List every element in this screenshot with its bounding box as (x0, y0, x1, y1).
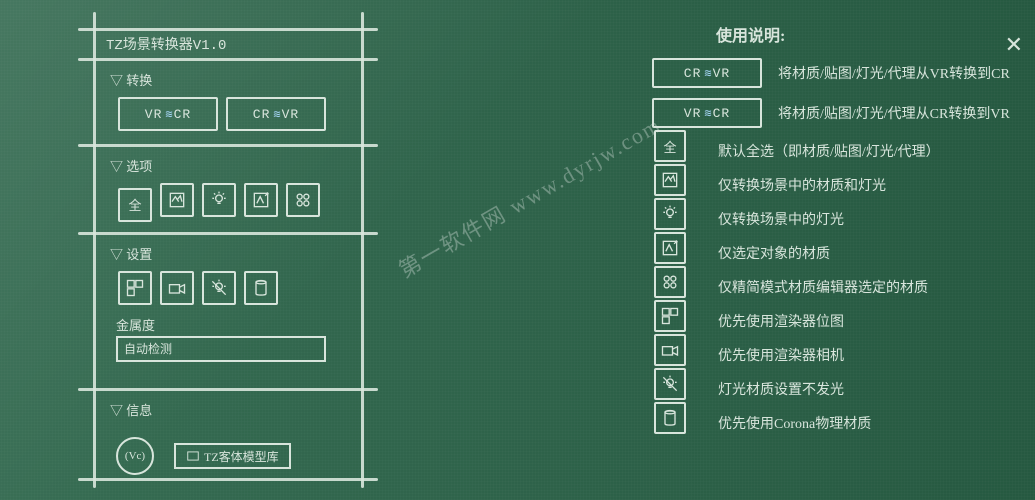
leg-phys (654, 402, 686, 434)
leg-desc-1: 仅转换场景中的材质和灯光 (718, 168, 940, 202)
leg-desc-3: 仅选定对象的材质 (718, 236, 940, 270)
legend-cr2vr-icon: CR≋VR (652, 58, 762, 88)
opt-sel-mat[interactable] (244, 183, 278, 217)
leg-desc-5: 优先使用渲染器位图 (718, 304, 940, 338)
legend-title: 使用说明: (650, 22, 1020, 46)
legend-vr2cr-desc: 将材质/贴图/灯光/代理从CR转换到VR (778, 103, 1010, 123)
leg-desc-6: 优先使用渲染器相机 (718, 338, 940, 372)
leg-mat-light (654, 164, 686, 196)
leg-desc-8: 优先使用Corona物理材质 (718, 406, 940, 440)
leg-desc-0: 默认全选（即材质/贴图/灯光/代理） (718, 134, 940, 168)
leg-all: 全 (654, 130, 686, 162)
legend-icon-column: 全 (654, 130, 686, 436)
set-cam[interactable] (160, 271, 194, 305)
logo-badge: (Vc) (116, 437, 154, 475)
leg-editor-mat (654, 266, 686, 298)
section-convert: 转换 (110, 70, 350, 89)
section-info: 信息 (110, 400, 360, 419)
leg-desc-4: 仅精简模式材质编辑器选定的材质 (718, 270, 940, 304)
legend-cr2vr-desc: 将材质/贴图/灯光/代理从VR转换到CR (778, 63, 1010, 83)
leg-disp (654, 300, 686, 332)
watermark: 第一软件网 www.dyrjw.com (392, 108, 667, 285)
leg-sel-mat (654, 232, 686, 264)
set-phys[interactable] (244, 271, 278, 305)
leg-desc-7: 灯光材质设置不发光 (718, 372, 940, 406)
legend-text-column: 默认全选（即材质/贴图/灯光/代理） 仅转换场景中的材质和灯光 仅转换场景中的灯… (718, 134, 940, 440)
opt-mat-light[interactable] (160, 183, 194, 217)
set-emit[interactable] (202, 271, 236, 305)
set-disp[interactable] (118, 271, 152, 305)
section-settings: 设置 (110, 244, 360, 263)
leg-cam (654, 334, 686, 366)
opt-all[interactable]: 全 (118, 188, 152, 222)
tz-lib-button[interactable]: TZ客体模型库 (174, 443, 291, 469)
legend-vr2cr-icon: VR≋CR (652, 98, 762, 128)
metallic-label: 金属度 (116, 315, 360, 334)
leg-light (654, 198, 686, 230)
opt-editor-mat[interactable] (286, 183, 320, 217)
leg-emit (654, 368, 686, 400)
vr-to-cr-button[interactable]: VR≋CR (118, 97, 218, 131)
section-options: 选项 (110, 156, 350, 175)
metallic-field[interactable]: 自动检测 (116, 336, 326, 362)
window-title: TZ场景转换器V1.0 (100, 30, 360, 58)
cr-to-vr-button[interactable]: CR≋VR (226, 97, 326, 131)
opt-light[interactable] (202, 183, 236, 217)
leg-desc-2: 仅转换场景中的灯光 (718, 202, 940, 236)
